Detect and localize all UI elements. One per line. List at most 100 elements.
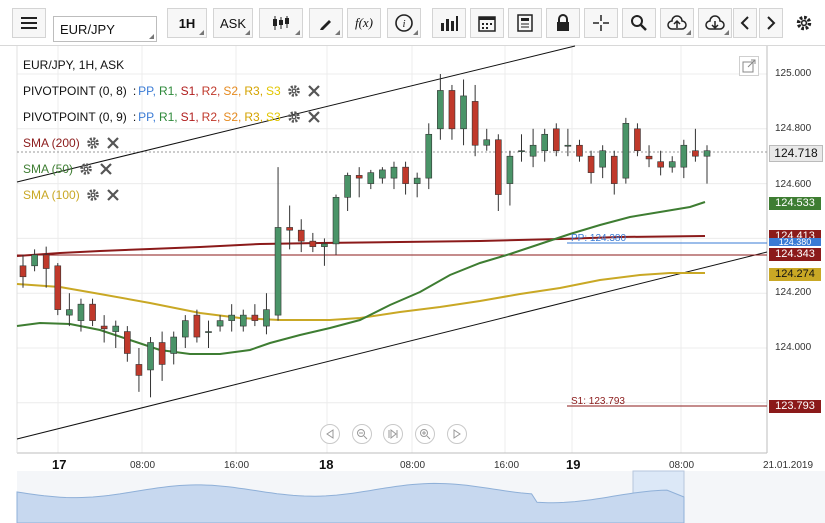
trend-line-upper	[16, 45, 576, 183]
info-button[interactable]: i	[387, 8, 421, 38]
candle-body	[135, 364, 143, 376]
candle-body	[31, 254, 38, 267]
pan-left-button[interactable]	[320, 424, 340, 444]
navigator-series	[16, 482, 685, 523]
zoom-icon	[631, 15, 647, 31]
gear-icon[interactable]	[86, 188, 100, 202]
pivot2-pp: PP,	[138, 110, 156, 124]
gear-icon[interactable]	[86, 136, 100, 150]
candle-body	[100, 325, 108, 330]
volume-button[interactable]	[432, 8, 466, 38]
settings-button[interactable]	[789, 8, 819, 38]
price-type-button[interactable]: ASK	[213, 8, 253, 38]
sma50-line	[16, 201, 706, 355]
gear-icon[interactable]	[79, 162, 93, 176]
corner-arrow-icon	[413, 30, 418, 35]
pp-annotation: PP: 124.380	[571, 233, 626, 244]
candle-body	[42, 254, 50, 269]
svg-text:i: i	[402, 18, 405, 30]
corner-arrow-icon	[335, 30, 340, 35]
pp-tag-b: 124.380	[769, 238, 821, 246]
bar-chart-icon	[441, 16, 458, 31]
chart-type-button[interactable]	[259, 8, 303, 38]
pivot2-sep: :	[132, 110, 137, 124]
interval-button[interactable]: 1H	[167, 8, 207, 38]
candle-body	[390, 166, 398, 179]
candle-body	[668, 161, 676, 168]
y-tick: 125.000	[775, 68, 812, 79]
close-icon[interactable]	[307, 84, 321, 98]
candle-body	[355, 175, 363, 179]
pivot2-s3: S3	[266, 110, 281, 124]
pivot1-r2: R2,	[201, 84, 221, 98]
candle-body	[413, 177, 421, 184]
candle-body	[182, 320, 189, 338]
close-icon[interactable]	[307, 110, 321, 124]
crosshair-button[interactable]	[584, 8, 618, 38]
upload-button[interactable]	[660, 8, 694, 38]
zoom-out-button[interactable]	[352, 424, 372, 444]
pivot1-sep: :	[132, 84, 137, 98]
candle-body	[379, 169, 386, 179]
pan-right-button[interactable]	[447, 424, 467, 444]
scroll-right-button[interactable]	[759, 8, 783, 38]
candle-body	[483, 139, 491, 146]
candle-body	[54, 265, 62, 310]
gear-icon[interactable]	[287, 110, 301, 124]
expand-icon	[742, 59, 756, 73]
candle-body	[251, 314, 259, 321]
zoom-button[interactable]	[622, 8, 656, 38]
symbol-value: EUR/JPY	[60, 22, 115, 37]
scroll-left-button[interactable]	[733, 8, 757, 38]
x-tick-day: 18	[319, 457, 334, 472]
pivot1-r3: R3,	[244, 84, 264, 98]
pivot2-name: PIVOTPOINT (0, 9)	[23, 110, 127, 124]
pivot2-r1: R1,	[158, 110, 178, 124]
pivot1-pp: PP,	[138, 84, 156, 98]
candles	[19, 74, 711, 398]
candlestick-icon	[273, 16, 289, 30]
gear-icon[interactable]	[287, 84, 301, 98]
menu-button[interactable]	[12, 8, 46, 38]
sma200-label: SMA (200)	[23, 136, 80, 150]
candle-body	[367, 172, 375, 184]
calendar-icon	[478, 16, 496, 32]
candle-body	[147, 342, 154, 371]
candle-body	[77, 303, 85, 321]
toolbar: EUR/JPY 1H ASK f(x) i	[0, 0, 825, 46]
candle-body	[228, 314, 235, 321]
expand-button[interactable]	[739, 56, 759, 76]
download-button[interactable]	[698, 8, 732, 38]
candle-body	[297, 229, 305, 242]
reset-button[interactable]	[383, 424, 403, 444]
news-button[interactable]	[508, 8, 542, 38]
legend-title: EUR/JPY, 1H, ASK	[23, 58, 125, 72]
candle-body	[657, 161, 664, 168]
candle-body	[263, 309, 270, 327]
calendar-button[interactable]	[470, 8, 504, 38]
candle-body	[19, 265, 27, 278]
close-icon[interactable]	[106, 136, 120, 150]
candle-body	[239, 314, 247, 327]
lock-button[interactable]	[546, 8, 580, 38]
indicators-button[interactable]: f(x)	[347, 8, 381, 38]
candle-body	[680, 144, 688, 168]
candle-body	[321, 243, 328, 247]
candle-body	[332, 197, 340, 245]
corner-arrow-icon	[295, 30, 300, 35]
close-icon[interactable]	[106, 188, 120, 202]
pivot1-name: PIVOTPOINT (0, 8)	[23, 84, 127, 98]
candle-body	[518, 150, 525, 153]
gear-icon	[796, 15, 812, 31]
x-tick-date: 21.01.2019	[763, 460, 814, 471]
pivot2-r3: R3,	[244, 110, 264, 124]
candle-body	[564, 144, 572, 147]
draw-button[interactable]	[309, 8, 343, 38]
crosshair-icon	[593, 15, 609, 31]
triangle-right-icon	[453, 429, 461, 439]
symbol-input[interactable]: EUR/JPY	[53, 16, 157, 42]
close-icon[interactable]	[99, 162, 113, 176]
zoom-in-button[interactable]	[415, 424, 435, 444]
candle-body	[205, 331, 212, 333]
